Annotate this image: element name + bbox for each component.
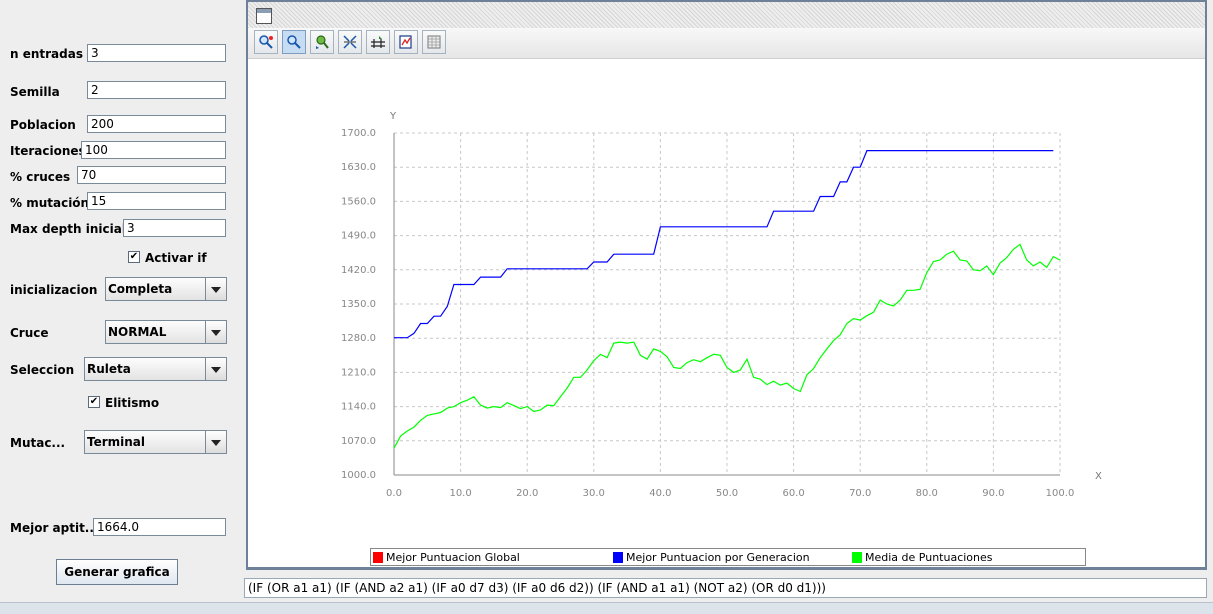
export-icon[interactable] [394, 30, 418, 54]
y-tick-label: 1280.0 [341, 333, 376, 344]
x-tick-label: 50.0 [716, 488, 738, 499]
inicializacion-value: Completa [108, 282, 173, 296]
seleccion-label: Seleccion [10, 363, 75, 377]
elitismo-label: Elitismo [105, 396, 160, 410]
cruce-value: NORMAL [108, 325, 167, 339]
y-tick-label: 1210.0 [341, 367, 376, 378]
legend-swatch [852, 552, 862, 563]
chevron-down-icon[interactable] [205, 358, 226, 380]
x-tick-label: 80.0 [916, 488, 938, 499]
zoom-icon[interactable] [282, 30, 306, 54]
generar-grafica-button[interactable]: Generar grafica [56, 559, 178, 585]
x-tick-label: 0.0 [386, 488, 402, 499]
semilla-label: Semilla [10, 85, 60, 99]
line-chart: 1000.0 1070.0 1140.0 1210.0 1280.0 1350.0 1420… [341, 111, 1102, 499]
x-tick-label: 20.0 [516, 488, 538, 499]
window-icon[interactable] [256, 8, 272, 24]
max-depth-field[interactable]: 3 [123, 219, 226, 237]
legend-label: Media de Puntuaciones [865, 551, 993, 564]
window-titlebar[interactable] [248, 2, 1205, 28]
series-line-2 [394, 149, 1054, 339]
legend-swatch [613, 552, 623, 563]
y-tick-label: 1000.0 [341, 470, 376, 481]
x-tick-label: 10.0 [449, 488, 471, 499]
legend-label: Mejor Puntuacion Global [386, 551, 520, 564]
y-tick-label: 1560.0 [341, 196, 376, 207]
zoom-select-icon[interactable] [254, 30, 278, 54]
x-tick-label: 100.0 [1046, 488, 1075, 499]
legend-item-generacion: Mejor Puntuacion por Generacion [613, 551, 810, 564]
inicializacion-dropdown[interactable]: Completa [105, 277, 227, 301]
pan-icon[interactable] [310, 30, 334, 54]
x-tick-label: 60.0 [782, 488, 804, 499]
cruces-field[interactable]: 70 [77, 166, 226, 184]
semilla-field[interactable]: 2 [87, 81, 226, 99]
y-tick-label: 1070.0 [341, 436, 376, 447]
mutac-dropdown[interactable]: Terminal [84, 430, 227, 454]
chart-toolbar [248, 28, 1205, 59]
x-tick-label: 30.0 [583, 488, 605, 499]
iteraciones-label: Iteraciones [10, 144, 86, 158]
poblacion-field[interactable]: 200 [87, 115, 226, 133]
chevron-down-icon[interactable] [205, 278, 226, 300]
chart-legend: Mejor Puntuacion Global Mejor Puntuacion… [370, 548, 1086, 566]
chart-canvas: 1000.0 1070.0 1140.0 1210.0 1280.0 1350.0 1420… [248, 59, 1205, 567]
y-tick-label: 1700.0 [341, 128, 376, 139]
max-depth-label: Max depth inicial [10, 222, 126, 236]
cruce-label: Cruce [10, 326, 49, 340]
expression-field[interactable]: (IF (OR a1 a1) (IF (AND a2 a1) (IF a0 d7… [244, 578, 1207, 598]
cruces-label: % cruces [10, 170, 71, 184]
y-axis-label: Y [389, 111, 397, 122]
seleccion-dropdown[interactable]: Ruleta [84, 357, 227, 381]
y-tick-label: 1490.0 [341, 231, 376, 242]
y-tick-label: 1630.0 [341, 162, 376, 173]
x-tick-label: 90.0 [982, 488, 1004, 499]
elitismo-checkbox[interactable]: ✔ [88, 396, 100, 408]
legend-swatch [373, 552, 383, 563]
x-tick-label: 40.0 [649, 488, 671, 499]
legend-item-media: Media de Puntuaciones [852, 551, 993, 564]
inicializacion-label: inicializacion [10, 283, 98, 297]
seleccion-value: Ruleta [87, 362, 131, 376]
grid-icon[interactable] [366, 30, 390, 54]
y-tick-label: 1350.0 [341, 299, 376, 310]
iteraciones-field[interactable]: 100 [81, 141, 226, 159]
activar-if-checkbox[interactable]: ✔ [128, 251, 140, 263]
series-line-3 [393, 243, 1061, 449]
mejor-aptitud-label: Mejor aptit... [10, 521, 99, 535]
y-tick-label: 1420.0 [341, 265, 376, 276]
chevron-down-icon[interactable] [205, 431, 226, 453]
mejor-aptitud-field[interactable]: 1664.0 [93, 518, 226, 536]
mutac-label: Mutac... [10, 436, 66, 450]
cruce-dropdown[interactable]: NORMAL [105, 320, 227, 344]
x-axis-label: X [1095, 471, 1102, 482]
bottom-border [0, 602, 1213, 614]
n-entradas-field[interactable]: 3 [87, 44, 226, 62]
chevron-down-icon[interactable] [205, 321, 226, 343]
n-entradas-label: n entradas [10, 47, 83, 61]
x-tick-label: 70.0 [849, 488, 871, 499]
poblacion-label: Poblacion [10, 118, 76, 132]
mutac-value: Terminal [87, 435, 146, 449]
y-tick-label: 1140.0 [341, 402, 376, 413]
mutacion-field[interactable]: 15 [87, 192, 226, 210]
table-icon[interactable] [422, 30, 446, 54]
chart-window: 1000.0 1070.0 1140.0 1210.0 1280.0 1350.0 1420… [246, 0, 1207, 570]
mutacion-label: % mutación [10, 196, 90, 210]
legend-label: Mejor Puntuacion por Generacion [626, 551, 810, 564]
legend-item-global: Mejor Puntuacion Global [373, 551, 520, 564]
activar-if-label: Activar if [145, 251, 207, 265]
resize-icon[interactable] [338, 30, 362, 54]
